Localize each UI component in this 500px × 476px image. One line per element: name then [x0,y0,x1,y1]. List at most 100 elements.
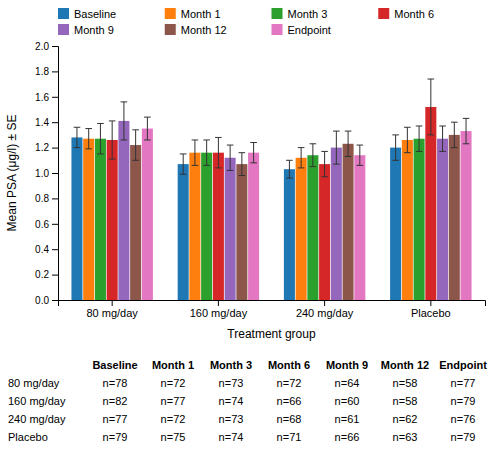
y-tick-mark [52,46,58,47]
error-bar-cap [180,153,187,154]
bar [95,139,106,300]
y-tick-label: 0.0 [35,295,49,306]
legend-item: Baseline [58,8,116,20]
error-bar-stem [253,143,254,163]
error-bar-cap [192,165,199,166]
x-tick: 160 mg/day [190,300,248,319]
error-bar [404,127,411,152]
table-header: Month 12 [381,359,429,371]
table-cell: n=58 [393,395,418,407]
error-bar-cap [239,152,246,153]
error-bar [428,79,435,135]
bar [83,139,94,300]
error-bar-cap [286,160,293,161]
error-bar-cap [298,147,305,148]
error-bar-stem [466,118,467,143]
chart: 0.00.20.40.60.81.01.21.41.61.82.080 mg/d… [0,0,500,476]
bar [343,144,354,300]
error-bar-stem [100,123,101,153]
table-cell: n=73 [219,377,244,389]
error-bar [416,126,423,151]
y-tick-mark [52,173,58,174]
error-bar [109,121,116,159]
table-row-label: 240 mg/day [8,413,66,425]
legend-label: Month 1 [181,8,221,20]
error-bar-cap [439,126,446,127]
error-bar-cap [357,165,364,166]
y-tick-mark [52,71,58,72]
legend-swatch [378,8,389,19]
table-cell: n=77 [451,377,476,389]
bar [402,140,413,300]
error-bar-cap [227,170,234,171]
legend-label: Month 12 [181,24,227,36]
plot: 0.00.20.40.60.81.01.21.41.61.82.080 mg/d… [35,41,485,319]
series [142,117,472,300]
error-bar-stem [301,148,302,168]
y-tick-label: 1.2 [35,142,49,153]
table-cell: n=60 [335,395,360,407]
legend-swatch [58,8,69,19]
table-cell: n=74 [219,431,244,443]
error-bar-stem [395,135,396,160]
error-bar-cap [109,120,116,121]
bar [225,158,236,300]
table-cell: n=77 [161,395,186,407]
x-tick-mark [112,300,113,306]
legend-label: Month 9 [74,24,114,36]
bar [201,153,212,300]
error-bar-cap [298,167,305,168]
y-tick-label: 0.8 [35,193,49,204]
legend-swatch [165,24,176,35]
table-cell: n=66 [277,395,302,407]
table-cell: n=75 [161,431,186,443]
y-tick-mark [52,300,58,301]
y-tick-label: 0.4 [35,244,49,255]
error-bar-stem [407,127,408,152]
legend-swatch [165,8,176,19]
y-tick-mark [52,97,58,98]
error-bar-cap [428,134,435,135]
error-bar-cap [345,156,352,157]
error-bar [192,140,199,165]
bar [107,140,118,300]
error-bar-stem [230,145,231,170]
bar [213,153,224,300]
bar [331,148,342,300]
y-tick: 2.0 [35,41,58,52]
x-tick-mark [324,300,325,306]
legend-item: Month 1 [165,8,221,20]
error-bar-cap [439,151,446,152]
y-tick-mark [52,249,58,250]
error-bar [286,160,293,178]
bar [130,145,141,300]
error-bar [121,102,128,140]
error-bar-cap [215,167,222,168]
x-tick: 80 mg/day [86,300,138,319]
error-bar [250,143,257,163]
bar [178,164,189,300]
error-bar-cap [404,127,411,128]
table-cell: n=64 [335,377,360,389]
error-bar-stem [194,140,195,165]
y-tick: 1.2 [35,142,58,153]
table-cell: n=76 [451,413,476,425]
table-cell: n=77 [103,413,128,425]
error-bar-stem [206,140,207,165]
legend-item: Month 6 [378,8,434,20]
table-header: Baseline [92,359,137,371]
table-header: Endpoint [439,359,487,371]
error-bar [392,135,399,160]
bar [390,148,401,300]
error-bar-stem [359,145,360,165]
error-bar-stem [241,153,242,176]
y-tick-mark [52,275,58,276]
error-bar [298,148,305,168]
bar [189,153,200,300]
table: BaselineMonth 1Month 3Month 6Month 9Mont… [8,359,487,443]
error-bar-cap [121,139,128,140]
x-axis-title: Treatment group [227,327,316,341]
y-tick-label: 0.2 [35,269,49,280]
legend-swatch [272,8,283,19]
error-bar-stem [123,102,124,140]
